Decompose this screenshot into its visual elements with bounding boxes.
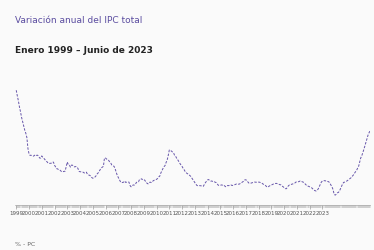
Text: Enero 1999 – Junio de 2023: Enero 1999 – Junio de 2023: [15, 46, 153, 55]
Text: Variación anual del IPC total: Variación anual del IPC total: [15, 16, 142, 25]
Text: % - PC: % - PC: [15, 242, 35, 248]
